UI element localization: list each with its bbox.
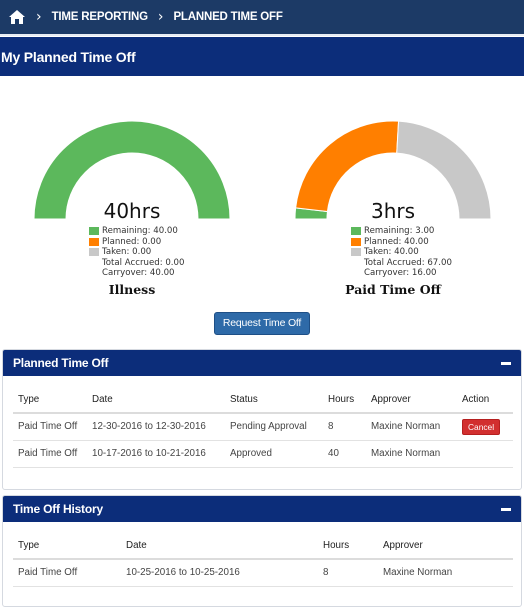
cell-type: Paid Time Off — [13, 559, 126, 587]
illness-legend: Remaining: 40.00 Planned: 0.00 Taken: 0.… — [89, 226, 184, 279]
illness-gauge-arc — [33, 120, 231, 220]
taken-segment — [396, 120, 492, 220]
cell-status: Pending Approval — [230, 413, 328, 441]
cell-approver: Maxine Norman — [383, 559, 513, 587]
chevron-right-icon: › — [36, 9, 42, 25]
cell-date: 10-25-2016 to 10-25-2016 — [126, 559, 323, 587]
collapse-icon[interactable] — [501, 507, 511, 511]
page-title: My Planned Time Off — [1, 48, 136, 65]
collapse-icon[interactable] — [501, 361, 511, 365]
col-approver: Approver — [383, 533, 513, 560]
cell-type: Paid Time Off — [13, 440, 92, 468]
legend-taken-label: Taken: 40.00 — [364, 247, 419, 257]
col-type: Type — [13, 533, 126, 560]
col-action: Action — [462, 387, 513, 414]
history-panel-header: Time Off History — [3, 496, 521, 522]
legend-planned-label: Planned: 40.00 — [364, 236, 429, 247]
history-panel-title: Time Off History — [13, 502, 103, 516]
planned-time-off-panel: Planned Time Off Type Date Status Hours … — [2, 349, 522, 490]
legend-remaining-label: Remaining: 40.00 — [102, 226, 178, 236]
planned-segment — [295, 120, 400, 213]
cell-approver: Maxine Norman — [371, 440, 462, 468]
table-row: Paid Time Off 10-25-2016 to 10-25-2016 8… — [13, 559, 513, 587]
col-hours: Hours — [328, 387, 371, 414]
cell-approver: Maxine Norman — [371, 413, 462, 441]
illness-gauge: 40hrs — [32, 119, 232, 223]
col-hours: Hours — [323, 533, 383, 560]
remaining-swatch — [89, 227, 99, 236]
pto-gauge-arc — [294, 120, 492, 220]
table-header-row: Type Date Status Hours Approver Action — [13, 387, 513, 414]
legend-accrued: Total Accrued: 67.00 — [364, 257, 452, 268]
illness-gauge-name: Illness — [108, 282, 156, 297]
legend-remaining: Remaining: 40.00 — [89, 226, 184, 237]
col-date: Date — [92, 387, 230, 414]
cell-type: Paid Time Off — [13, 413, 92, 441]
legend-remaining-label: Remaining: 3.00 — [364, 226, 435, 236]
time-off-history-panel: Time Off History Type Date Hours Approve… — [2, 495, 522, 607]
legend-planned: Planned: 40.00 — [351, 237, 452, 248]
table-header-row: Type Date Hours Approver — [13, 533, 513, 560]
page-header: My Planned Time Off — [0, 37, 524, 76]
col-type: Type — [13, 387, 92, 414]
cancel-button[interactable]: Cancel — [462, 418, 501, 435]
remaining-segment — [33, 120, 231, 220]
pto-gauge: 3hrs — [293, 119, 493, 223]
top-nav-bar: › TIME REPORTING › PLANNED TIME OFF — [0, 0, 524, 34]
cell-hours: 8 — [323, 559, 383, 587]
chevron-right-icon: › — [157, 9, 164, 25]
breadcrumb-planned-time-off[interactable]: PLANNED TIME OFF — [173, 11, 283, 23]
planned-swatch — [351, 237, 361, 246]
col-status: Status — [230, 387, 328, 414]
remaining-swatch — [351, 227, 361, 236]
legend-taken: Taken: 40.00 — [351, 247, 452, 258]
cell-action: Cancel — [462, 413, 513, 441]
breadcrumb-time-reporting[interactable]: TIME REPORTING — [51, 11, 148, 23]
cell-hours: 40 — [328, 440, 371, 468]
legend-carryover: Carryover: 40.00 — [102, 268, 175, 278]
request-time-off-button[interactable]: Request Time Off — [214, 312, 310, 335]
legend-taken-label: Taken: 0.00 — [102, 247, 152, 257]
cell-action — [462, 440, 513, 468]
cell-date: 10-17-2016 to 10-21-2016 — [92, 440, 230, 468]
legend-planned-label: Planned: 0.00 — [102, 236, 162, 247]
planned-panel-header: Planned Time Off — [3, 350, 521, 376]
planned-swatch — [89, 237, 99, 246]
table-row: Paid Time Off 10-17-2016 to 10-21-2016 A… — [13, 440, 513, 468]
cell-hours: 8 — [328, 413, 371, 441]
planned-panel-title: Planned Time Off — [13, 356, 109, 370]
illness-gauge-value: 40hrs — [103, 199, 161, 223]
legend-remaining: Remaining: 3.00 — [351, 226, 452, 237]
legend-taken: Taken: 0.00 — [89, 247, 184, 258]
pto-gauge-value: 3hrs — [370, 199, 416, 223]
legend-planned: Planned: 0.00 — [89, 237, 184, 248]
cell-status: Approved — [230, 440, 328, 468]
taken-swatch — [351, 248, 361, 257]
planned-table: Type Date Status Hours Approver Action P… — [13, 387, 513, 468]
pto-gauge-name: Paid Time Off — [345, 282, 441, 297]
col-date: Date — [126, 533, 323, 560]
divider — [0, 34, 524, 36]
pto-legend: Remaining: 3.00 Planned: 40.00 Taken: 40… — [351, 226, 452, 279]
legend-accrued: Total Accrued: 0.00 — [102, 257, 185, 268]
history-table: Type Date Hours Approver Paid Time Off 1… — [13, 533, 513, 587]
table-row: Paid Time Off 12-30-2016 to 12-30-2016 P… — [13, 413, 513, 441]
home-icon[interactable] — [8, 8, 26, 26]
legend-carryover: Carryover: 16.00 — [364, 268, 437, 278]
cell-date: 12-30-2016 to 12-30-2016 — [92, 413, 230, 441]
taken-swatch — [89, 248, 99, 257]
col-approver: Approver — [371, 387, 462, 414]
